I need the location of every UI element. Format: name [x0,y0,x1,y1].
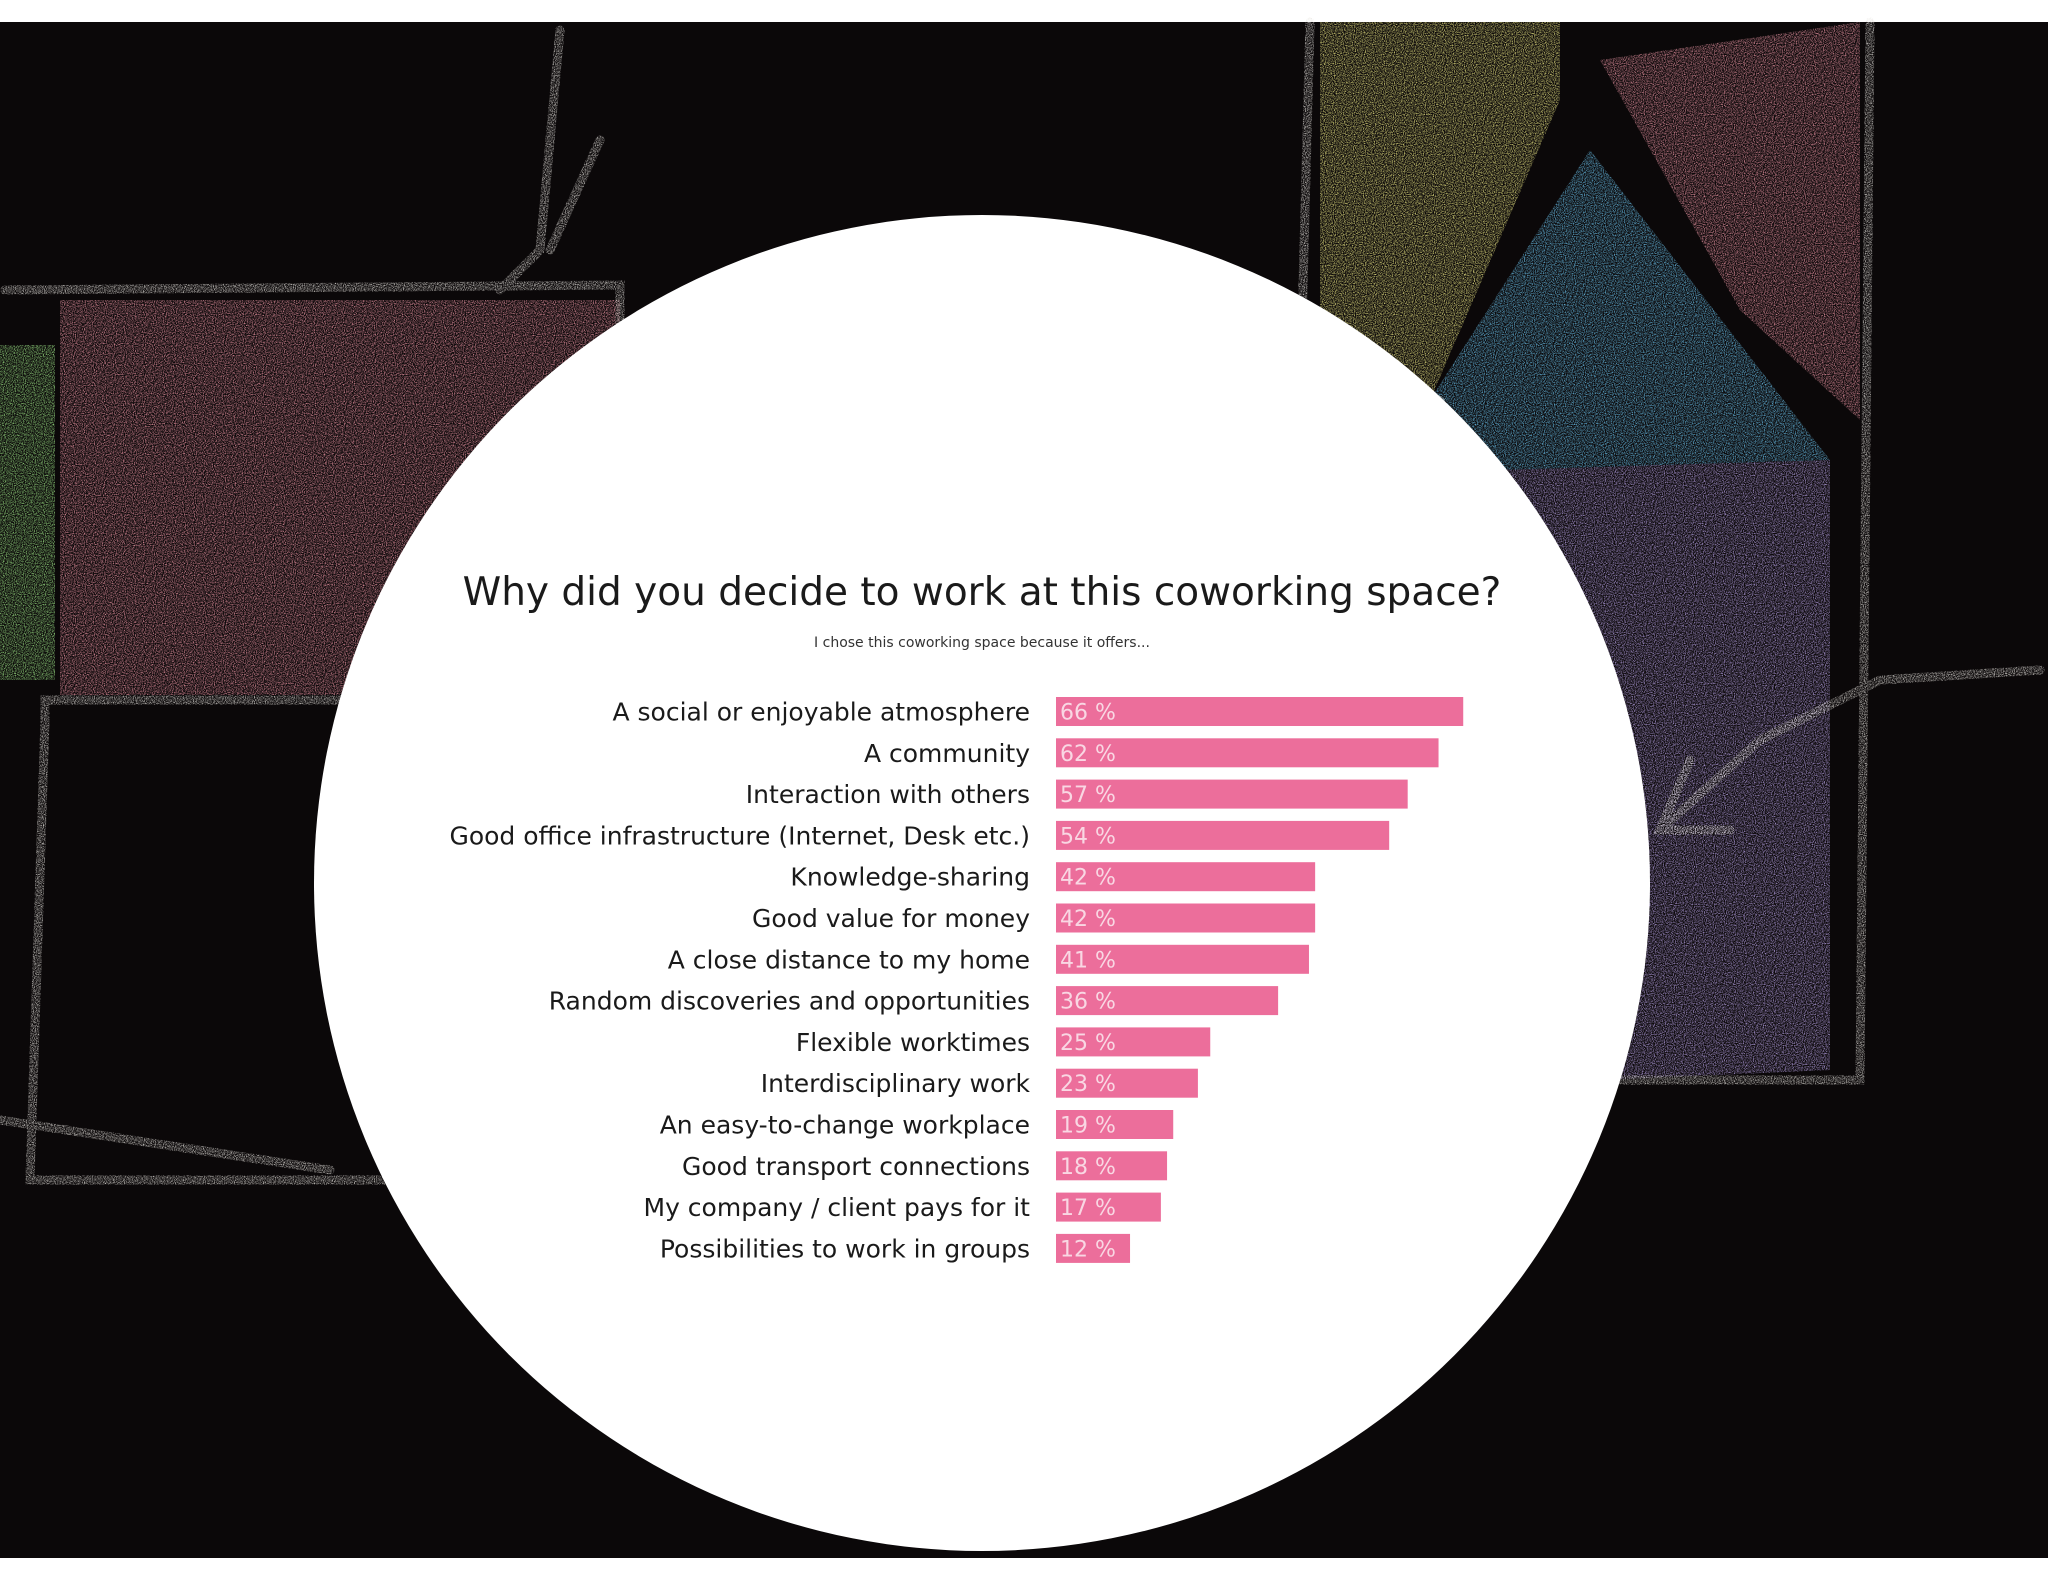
bar-group: A social or enjoyable atmosphere 66 % A co… [449,697,1464,1263]
bar [1056,944,1309,974]
category-label: Possibilities to work in groups [660,1234,1030,1263]
chart: Why did you decide to work at this cowor… [449,570,1501,1263]
bar [1056,779,1408,809]
bar [1056,1110,1174,1139]
chalk-line-frame-left [0,280,645,1185]
value-label: 12 % [1060,1237,1116,1262]
value-label: 19 % [1060,1114,1116,1139]
chalk-blue-triangle [1430,150,1830,470]
bar [1056,903,1316,933]
bar [1056,1027,1211,1057]
value-label: 18 % [1060,1155,1116,1180]
value-label: 42 % [1060,907,1116,932]
value-label: 36 % [1060,990,1116,1015]
bottom-margin [0,1558,2048,1582]
value-label: 41 % [1060,948,1116,973]
category-label: Interaction with others [746,780,1030,809]
bar [1056,1151,1168,1181]
category-label: Flexible worktimes [796,1028,1030,1057]
value-label: 17 % [1060,1196,1116,1221]
bar [1056,1233,1131,1263]
bar [1056,697,1464,726]
chalk-pink-triangle [1600,22,1860,420]
chalk-green-strip [0,345,55,680]
chalk-arrow-head [1653,755,1735,835]
value-label: 62 % [1060,742,1116,767]
category-label: A social or enjoyable atmosphere [612,698,1030,727]
category-label: An easy-to-change workplace [660,1111,1030,1140]
category-label: Random discoveries and opportunities [549,987,1030,1016]
bar [1056,738,1439,768]
bar [1056,1192,1161,1222]
value-label: 42 % [1060,866,1116,891]
category-label: A close distance to my home [668,945,1030,974]
bar [1056,1068,1198,1098]
white-circle [314,215,1650,1551]
category-label: My company / client pays for it [644,1193,1031,1222]
value-label: 23 % [1060,1072,1116,1097]
value-label: 25 % [1060,1031,1116,1056]
chalk-yellow-block [1320,22,1560,400]
chalk-line-bottom-left [0,1115,335,1175]
bar [1056,820,1390,850]
category-label: Knowledge-sharing [790,863,1030,892]
bar [1056,986,1279,1016]
category-label: Good office infrastructure (Internet, De… [449,821,1030,850]
value-label: 57 % [1060,783,1116,808]
category-label: A community [864,739,1030,768]
bar [1056,862,1316,892]
chart-title: Why did you decide to work at this cowor… [463,570,1502,615]
chalk-line-top [495,25,565,295]
chart-subtitle: I chose this coworking space because it … [814,635,1150,651]
chalk-line-top-2 [545,135,605,255]
chalk-arrow [1655,665,2045,835]
category-label: Interdisciplinary work [761,1069,1031,1098]
chalk-line-right-edge [1595,17,1875,1085]
value-label: 54 % [1060,824,1116,849]
category-label: Good value for money [752,904,1030,933]
category-label: Good transport connections [682,1152,1030,1181]
value-label: 66 % [1060,701,1116,726]
